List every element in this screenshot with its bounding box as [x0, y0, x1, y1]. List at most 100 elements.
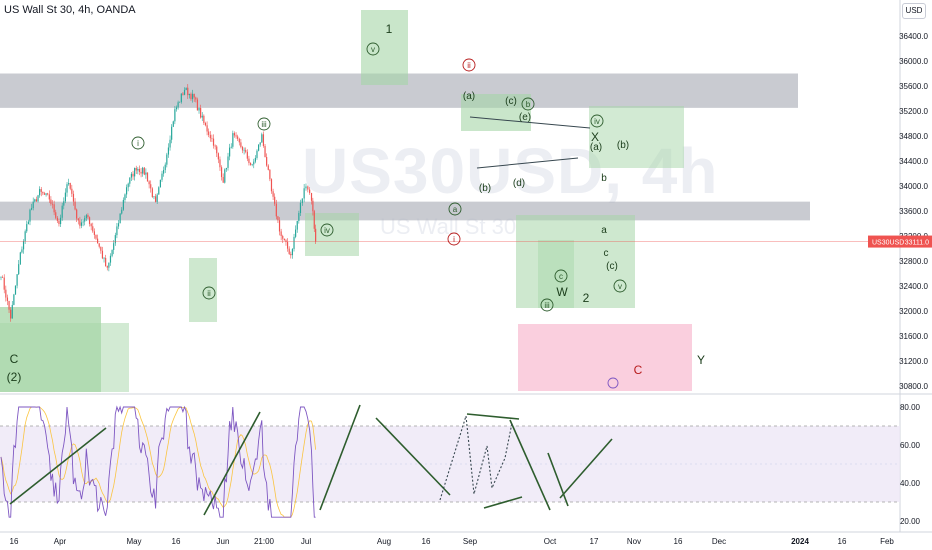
- candle-body: [161, 173, 163, 180]
- candle-body: [47, 193, 49, 195]
- candle-body: [0, 277, 2, 278]
- candle-body: [40, 189, 42, 192]
- candle-body: [117, 223, 120, 227]
- time-tick-label: Apr: [54, 537, 67, 546]
- wave-label: v: [618, 282, 622, 291]
- candle-body: [6, 297, 9, 301]
- candle-body: [187, 87, 189, 96]
- rsi-trendline: [559, 438, 613, 499]
- candles-layer: [0, 84, 317, 322]
- candle-body: [240, 142, 242, 148]
- candle-body: [93, 231, 95, 235]
- candle-body: [138, 168, 141, 172]
- candle-body: [270, 179, 273, 192]
- wave-label: (a): [463, 91, 475, 102]
- candle-body: [179, 102, 181, 103]
- candle-body: [140, 171, 142, 174]
- candle-body: [125, 187, 128, 195]
- candle-body: [3, 277, 5, 290]
- candle-body: [198, 107, 200, 111]
- candle-body: [180, 93, 182, 103]
- wave-label: v: [371, 45, 375, 54]
- last-price-tag: [868, 235, 932, 248]
- candle-body: [29, 209, 31, 222]
- candle-body: [59, 217, 62, 225]
- target-zone: [461, 94, 531, 131]
- rsi-zigzag: [439, 415, 513, 501]
- wave-label: C: [634, 363, 643, 377]
- candle-body: [39, 189, 41, 196]
- candle-body: [134, 167, 136, 177]
- time-axis: 16 Apr May 16 Jun 21:00 Jul Aug 16 Sep Oct 17 Nov 16 D…: [10, 537, 895, 546]
- wave-label: iii: [544, 301, 550, 310]
- price-tick-label: 32000.0: [899, 307, 928, 316]
- candle-body: [167, 147, 170, 155]
- candle-body: [108, 262, 110, 268]
- rsi-panel: [0, 404, 900, 518]
- candle-body: [92, 226, 94, 232]
- candle-body: [296, 220, 298, 230]
- rsi-ma-line: [0, 406, 316, 518]
- candle-body: [77, 218, 79, 221]
- candle-body: [119, 213, 121, 224]
- price-tick-label: 36000.0: [899, 57, 928, 66]
- candle-body: [245, 149, 247, 152]
- candle-body: [146, 172, 149, 182]
- rsi-trendline: [547, 452, 569, 507]
- candle-body: [53, 204, 55, 213]
- rsi-trendline: [375, 417, 451, 496]
- wave-label: 2: [583, 291, 590, 305]
- target-zone: [0, 323, 129, 392]
- candle-body: [230, 146, 232, 148]
- wave-label-circle: [554, 269, 568, 283]
- candle-body: [293, 236, 295, 249]
- rsi-trendline: [9, 427, 107, 505]
- time-tick-label: Jun: [217, 537, 230, 546]
- candle-body: [249, 162, 252, 165]
- time-tick-label: 16: [674, 537, 683, 546]
- wave-label-circle: [448, 202, 462, 216]
- price-tick-label: 32800.0: [899, 257, 928, 266]
- triangle-line: [476, 157, 579, 169]
- wave-label-circle: [590, 114, 604, 128]
- candle-body: [171, 126, 173, 140]
- last-price-value: 33111.0: [905, 240, 929, 247]
- rsi-trendline: [509, 419, 551, 511]
- candle-body: [190, 93, 192, 100]
- candle-body: [225, 167, 227, 170]
- time-tick-label: Nov: [627, 537, 641, 546]
- wave-label: ii: [207, 289, 211, 298]
- candle-body: [267, 165, 269, 170]
- candle-body: [8, 300, 10, 310]
- candle-body: [301, 198, 303, 203]
- target-zone: [516, 215, 635, 308]
- candle-body: [238, 138, 240, 143]
- wave-label: c: [559, 272, 563, 281]
- candle-body: [13, 294, 15, 305]
- target-zone: [305, 213, 359, 256]
- candle-body: [64, 192, 66, 202]
- candle-body: [21, 249, 23, 253]
- target-zone: [538, 240, 574, 308]
- candle-body: [163, 169, 165, 174]
- candle-body: [10, 309, 12, 319]
- candle-body: [204, 123, 207, 126]
- currency-badge[interactable]: USD: [902, 3, 926, 19]
- candle-body: [85, 215, 87, 219]
- candle-body: [63, 201, 65, 206]
- time-tick-label: 2024: [791, 537, 809, 546]
- wave-label: (b): [617, 140, 629, 151]
- candle-body: [200, 107, 202, 118]
- wave-label: (a): [590, 142, 602, 153]
- candle-body: [158, 187, 160, 195]
- candle-body: [295, 229, 297, 237]
- candle-body: [80, 222, 83, 226]
- candle-body: [32, 201, 34, 209]
- candle-body: [182, 93, 184, 95]
- candle-body: [76, 209, 78, 219]
- price-tick-label: 33600.0: [899, 207, 928, 216]
- candle-body: [90, 223, 92, 227]
- candle-body: [216, 146, 218, 154]
- candle-body: [259, 142, 261, 145]
